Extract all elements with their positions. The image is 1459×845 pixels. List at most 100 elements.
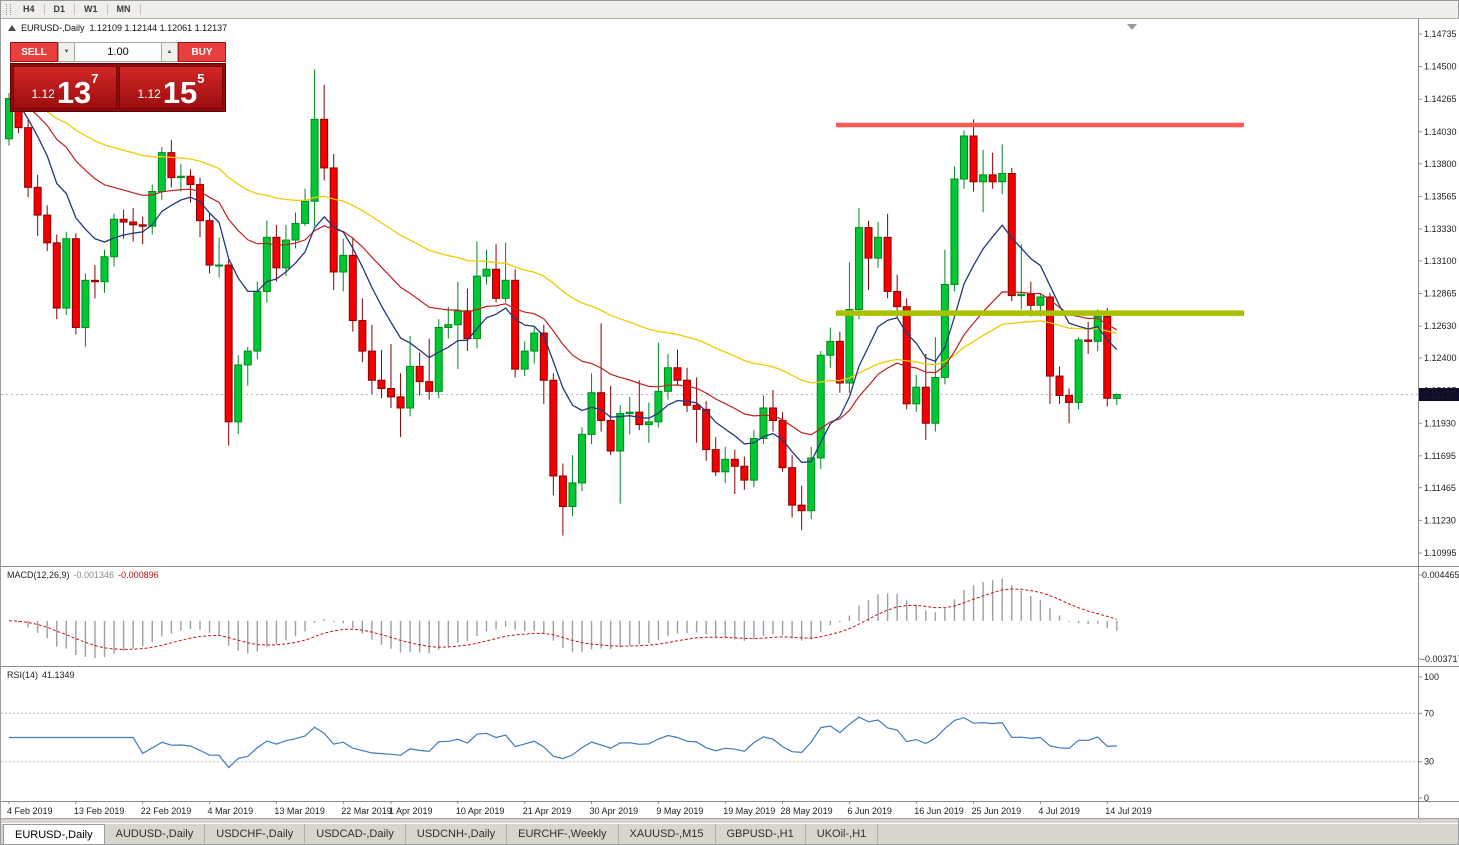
chart-shift-marker-icon[interactable] bbox=[1127, 24, 1137, 30]
toolbar-separator bbox=[139, 4, 141, 15]
svg-text:1.10995: 1.10995 bbox=[1424, 548, 1457, 558]
toolbar-drag-handle[interactable] bbox=[6, 4, 11, 15]
macd-value-1: -0.001346 bbox=[73, 570, 115, 580]
ma-mid-line bbox=[8, 97, 1118, 436]
date-label: 4 Mar 2019 bbox=[208, 806, 254, 816]
svg-text:0.004465: 0.004465 bbox=[1422, 570, 1459, 580]
macd-value-2: -0.000896 bbox=[118, 570, 159, 580]
ma-fast-line bbox=[8, 97, 1118, 464]
svg-text:1.12137: 1.12137 bbox=[1423, 390, 1456, 400]
chart-tab-usdchf[interactable]: USDCHF-,Daily bbox=[205, 824, 306, 844]
current-price-badge bbox=[1419, 388, 1459, 402]
volume-up-icon[interactable]: ▲ bbox=[161, 42, 178, 62]
svg-text:100: 100 bbox=[1424, 672, 1439, 682]
svg-text:1.13565: 1.13565 bbox=[1424, 191, 1457, 201]
date-label: 6 Jun 2019 bbox=[847, 806, 892, 816]
svg-text:1.14735: 1.14735 bbox=[1424, 29, 1457, 39]
chart-tab-usdcnh[interactable]: USDCNH-,Daily bbox=[406, 824, 508, 844]
rsi-line bbox=[9, 716, 1117, 769]
date-label: 30 Apr 2019 bbox=[590, 806, 639, 816]
rsi-indicator-label: RSI(14) 41.1349 bbox=[7, 670, 75, 680]
bottom-strip bbox=[1, 818, 1458, 824]
macd-histogram bbox=[17, 578, 1118, 659]
chart-tab-bar: EURUSD-,Daily AUDUSD-,Daily USDCHF-,Daily U… bbox=[1, 823, 1458, 844]
svg-text:1.11695: 1.11695 bbox=[1424, 451, 1456, 461]
volume-input[interactable] bbox=[75, 42, 161, 62]
date-label: 13 Mar 2019 bbox=[274, 806, 325, 816]
date-label: 22 Mar 2019 bbox=[341, 806, 392, 816]
svg-text:1.11230: 1.11230 bbox=[1424, 515, 1456, 525]
ohlc-values: 1.12109 1.12144 1.12061 1.12137 bbox=[89, 23, 228, 33]
svg-text:0: 0 bbox=[1424, 793, 1429, 801]
sell-button[interactable]: SELL bbox=[10, 42, 58, 62]
buy-price-button[interactable]: 1.12 15 5 bbox=[119, 66, 223, 109]
chart-tab-xauusd[interactable]: XAUUSD-,M15 bbox=[619, 824, 716, 844]
main-price-chart[interactable]: 1.14735 1.14500 1.14265 1.14030 1.13800 1.135… bbox=[1, 18, 1459, 566]
svg-text:1.13100: 1.13100 bbox=[1424, 256, 1457, 266]
rsi-value: 41.1349 bbox=[42, 670, 75, 680]
toolbar-separator bbox=[74, 4, 76, 15]
buy-button[interactable]: BUY bbox=[178, 42, 226, 62]
rsi-name: RSI(14) bbox=[7, 670, 39, 680]
date-label: 28 May 2019 bbox=[781, 806, 833, 816]
sell-price-prefix: 1.12 bbox=[31, 87, 55, 101]
svg-text:30: 30 bbox=[1424, 757, 1434, 767]
toolbar-separator bbox=[106, 4, 108, 15]
svg-text:1.13330: 1.13330 bbox=[1424, 224, 1457, 234]
rsi-panel[interactable]: 100 70 30 0 bbox=[1, 666, 1459, 801]
buy-price-big: 15 bbox=[162, 74, 198, 110]
buy-price-pip: 5 bbox=[197, 71, 205, 86]
toolbar-separator bbox=[43, 4, 45, 15]
macd-indicator-label: MACD(12,26,9) -0.001346 -0.000896 bbox=[7, 570, 159, 580]
chart-tab-eurchf[interactable]: EURCHF-,Weekly bbox=[507, 824, 619, 844]
one-click-trading-panel: SELL ▼ ▲ BUY 1.12 13 7 1.12 15 5 bbox=[10, 42, 226, 112]
candles[interactable] bbox=[5, 69, 1121, 536]
svg-text:1.12865: 1.12865 bbox=[1424, 289, 1457, 299]
chart-tab-ukoil[interactable]: UKOil-,H1 bbox=[806, 824, 879, 844]
date-label: 13 Feb 2019 bbox=[74, 806, 125, 816]
macd-panel[interactable]: 0.004465 -0.003717 bbox=[1, 566, 1459, 666]
svg-text:1.11465: 1.11465 bbox=[1424, 483, 1456, 493]
date-axis[interactable]: 4 Feb 2019 13 Feb 2019 22 Feb 2019 4 Mar 20… bbox=[1, 801, 1459, 818]
timeframe-d1-button[interactable]: D1 bbox=[53, 4, 66, 14]
svg-text:-0.003717: -0.003717 bbox=[1422, 654, 1459, 664]
chart-title: EURUSD-,Daily 1.12109 1.12144 1.12061 1.… bbox=[8, 23, 227, 33]
sell-price-button[interactable]: 1.12 13 7 bbox=[13, 66, 117, 109]
ma-slow-line bbox=[8, 97, 1117, 384]
date-label: 19 May 2019 bbox=[723, 806, 775, 816]
svg-text:1.14500: 1.14500 bbox=[1424, 62, 1457, 72]
chart-tab-eurusd[interactable]: EURUSD-,Daily bbox=[3, 824, 105, 844]
timeframe-mn-button[interactable]: MN bbox=[116, 4, 131, 14]
svg-text:1.13800: 1.13800 bbox=[1424, 159, 1457, 169]
timeframe-w1-button[interactable]: W1 bbox=[84, 4, 98, 14]
svg-text:1.14030: 1.14030 bbox=[1424, 127, 1457, 137]
chart-tab-gbpusd[interactable]: GBPUSD-,H1 bbox=[716, 824, 806, 844]
date-label: 16 Jun 2019 bbox=[914, 806, 964, 816]
date-label: 1 Apr 2019 bbox=[389, 806, 433, 816]
macd-signal-line bbox=[8, 588, 1117, 650]
date-label: 14 Jul 2019 bbox=[1105, 806, 1152, 816]
macd-name: MACD(12,26,9) bbox=[7, 570, 70, 580]
date-label: 10 Apr 2019 bbox=[456, 806, 505, 816]
timeframe-toolbar: H4 D1 W1 MN bbox=[1, 1, 1458, 19]
date-label: 4 Feb 2019 bbox=[7, 806, 53, 816]
date-label: 21 Apr 2019 bbox=[523, 806, 572, 816]
sell-price-big: 13 bbox=[56, 74, 92, 110]
buy-price-prefix: 1.12 bbox=[137, 87, 161, 101]
svg-text:1.12630: 1.12630 bbox=[1424, 321, 1457, 331]
price-axis[interactable]: 1.14735 1.14500 1.14265 1.14030 1.13800 1.135… bbox=[1418, 29, 1457, 558]
symbol-period-label: EURUSD-,Daily bbox=[21, 23, 85, 33]
date-label: 4 Jul 2019 bbox=[1038, 806, 1080, 816]
timeframe-h4-button[interactable]: H4 bbox=[23, 4, 35, 14]
date-label: 22 Feb 2019 bbox=[141, 806, 192, 816]
sell-price-pip: 7 bbox=[91, 71, 99, 86]
svg-text:1.14265: 1.14265 bbox=[1424, 94, 1457, 104]
date-label: 25 Jun 2019 bbox=[972, 806, 1022, 816]
chart-tab-usdcad[interactable]: USDCAD-,Daily bbox=[305, 824, 406, 844]
volume-down-icon[interactable]: ▼ bbox=[58, 42, 75, 62]
collapse-chart-icon[interactable] bbox=[8, 25, 16, 31]
chart-tab-audusd[interactable]: AUDUSD-,Daily bbox=[105, 824, 206, 844]
svg-text:1.12400: 1.12400 bbox=[1424, 353, 1457, 363]
date-label: 9 May 2019 bbox=[656, 806, 703, 816]
svg-text:70: 70 bbox=[1424, 708, 1434, 718]
